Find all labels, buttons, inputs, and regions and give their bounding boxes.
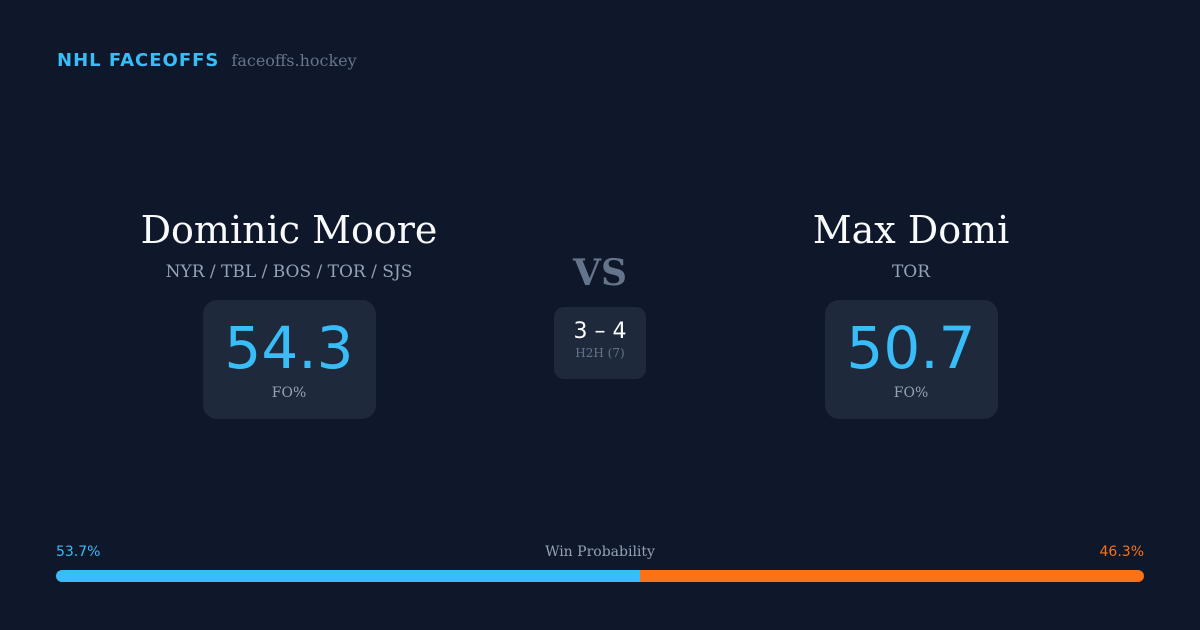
right-player: Max Domi TOR 50.7 FO% bbox=[711, 208, 1111, 419]
player-teams: NYR / TBL / BOS / TOR / SJS bbox=[165, 262, 413, 282]
fo-card: 50.7 FO% bbox=[824, 300, 998, 419]
player-name: Dominic Moore bbox=[140, 208, 438, 252]
h2h-card: 3 – 4 H2H (7) bbox=[554, 307, 646, 379]
brand-domain: faceoffs.hockey bbox=[231, 51, 357, 70]
vs-label: VS bbox=[573, 252, 627, 294]
fo-card: 54.3 FO% bbox=[202, 300, 376, 419]
fo-value: 54.3 bbox=[224, 313, 354, 382]
left-probability-segment bbox=[56, 570, 641, 582]
right-win-pct: 46.3% bbox=[1099, 544, 1144, 560]
win-probability-label: Win Probability bbox=[545, 544, 655, 560]
win-probability-bar bbox=[56, 570, 1144, 582]
fo-label: FO% bbox=[271, 384, 307, 401]
player-teams: TOR bbox=[891, 262, 931, 282]
brand: NHL FACEOFFS faceoffs.hockey bbox=[57, 50, 357, 71]
fo-value: 50.7 bbox=[846, 313, 976, 382]
left-win-pct: 53.7% bbox=[56, 544, 101, 560]
player-name: Max Domi bbox=[812, 208, 1010, 252]
h2h-score: 3 – 4 bbox=[573, 319, 627, 344]
fo-label: FO% bbox=[893, 384, 929, 401]
left-player: Dominic Moore NYR / TBL / BOS / TOR / SJ… bbox=[89, 208, 489, 419]
brand-title: NHL FACEOFFS bbox=[57, 50, 220, 71]
h2h-label: H2H (7) bbox=[575, 346, 625, 360]
right-probability-segment bbox=[640, 570, 1144, 582]
